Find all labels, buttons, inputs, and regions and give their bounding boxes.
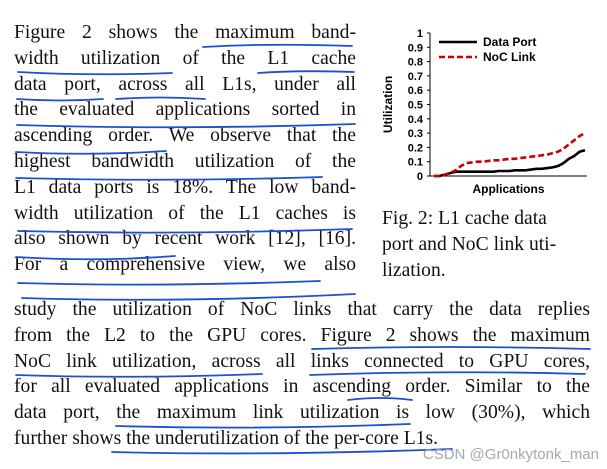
text-line: ascending order. We observe that the bbox=[14, 125, 356, 147]
x-axis-label: Applications bbox=[472, 182, 544, 196]
text-line: Figure 2 shows the maximum band- bbox=[14, 22, 356, 43]
y-tick-label: 0.2 bbox=[408, 142, 423, 154]
y-tick-label: 0.8 bbox=[408, 57, 423, 69]
y-tick-label: 0.4 bbox=[408, 114, 424, 126]
series-group bbox=[434, 131, 586, 178]
y-tick-label: 0.5 bbox=[408, 100, 423, 112]
caption-line: Fig. 2: L1 cache data bbox=[382, 208, 547, 229]
y-tick-label: 0.9 bbox=[408, 42, 423, 54]
y-axis-label: Utilization bbox=[381, 76, 395, 133]
figure-caption: Fig. 2: L1 cache data port and NoC link … bbox=[382, 206, 592, 284]
y-tick-label: 0.7 bbox=[408, 71, 423, 83]
text-line: study the utilization of NoC links that … bbox=[14, 299, 590, 320]
text-line: from the L2 to the GPU cores. Figure 2 s… bbox=[14, 324, 590, 346]
series-line-noc-link bbox=[434, 131, 586, 178]
y-axis: 0 0.1 0.2 0.3 0.4 0.5 0.6 0.7 0.8 0.9 1 bbox=[408, 28, 430, 183]
y-tick-label: 1 bbox=[417, 28, 423, 40]
y-tick-label: 0 bbox=[417, 171, 423, 183]
caption-line: port and NoC link uti- bbox=[382, 234, 557, 255]
legend-label-noc-link: NoC Link bbox=[483, 50, 536, 64]
y-tick-label: 0.3 bbox=[408, 128, 423, 140]
text-line: for all evaluated applications in ascend… bbox=[14, 376, 590, 398]
caption-line: lization. bbox=[382, 260, 446, 281]
series-line-data-port bbox=[434, 149, 586, 178]
text-line: further shows the underutilization of th… bbox=[14, 427, 439, 449]
utilization-chart: 0 0.1 0.2 0.3 0.4 0.5 0.6 0.7 0.8 0.9 1 Utilizatio… bbox=[381, 28, 587, 196]
text-line: For a comprehensive view, we also bbox=[14, 254, 356, 276]
text-line: the evaluated applications sorted in bbox=[14, 99, 356, 121]
full-width-paragraph: study the utilization of NoC links that … bbox=[14, 297, 590, 452]
text-line: data port, the maximum link utilization … bbox=[14, 402, 590, 424]
y-tick-label: 0.6 bbox=[408, 85, 423, 97]
text-line: L1 data ports is 18%. The low band- bbox=[14, 176, 356, 198]
text-line: width utilization of the L1 caches is bbox=[14, 202, 356, 224]
text-line: highest bandwidth utilization of the bbox=[14, 150, 356, 172]
text-line: width utilization of the L1 cache bbox=[14, 47, 356, 69]
text-line: also shown by recent work [12], [16]. bbox=[14, 228, 356, 250]
column-paragraph: Figure 2 shows the maximum band- width u… bbox=[14, 20, 356, 278]
figure-chart: 0 0.1 0.2 0.3 0.4 0.5 0.6 0.7 0.8 0.9 1 Utilizatio… bbox=[372, 26, 597, 201]
text-line: data port, across all L1s, under all bbox=[14, 73, 356, 95]
legend: Data Port NoC Link bbox=[439, 35, 536, 64]
watermark: CSDN @Gr0nkytonk_man bbox=[422, 446, 599, 463]
underline-mark bbox=[17, 280, 321, 286]
text-line: NoC link utilization, across all links c… bbox=[14, 350, 590, 372]
y-tick-label: 0.1 bbox=[408, 157, 423, 169]
legend-label-data-port: Data Port bbox=[483, 35, 536, 49]
